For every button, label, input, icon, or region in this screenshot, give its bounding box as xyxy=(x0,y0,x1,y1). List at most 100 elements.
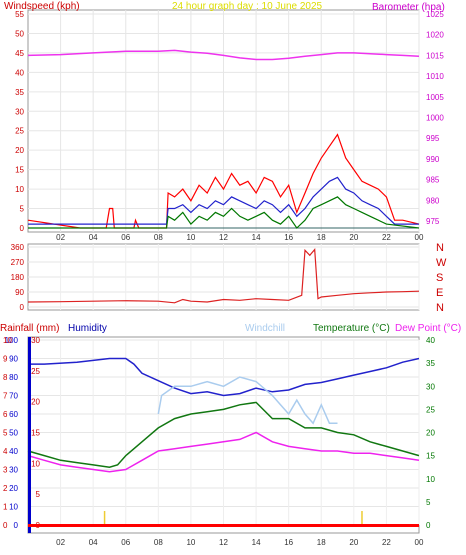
wind-tick-label: 10 xyxy=(15,185,24,194)
wind-x-tick-label: 16 xyxy=(284,233,293,242)
rain-tick-label: 4 xyxy=(3,447,8,456)
dewpoint-axis-title: Dew Point (°C) xyxy=(395,323,461,334)
humidity-tick-label: 40 xyxy=(9,447,18,456)
temp-x-tick-label: 10 xyxy=(186,538,195,547)
wind-x-tick-label: 14 xyxy=(252,233,261,242)
barometer-line xyxy=(27,49,420,61)
wind-tick-label: 50 xyxy=(15,29,24,38)
humidity-tick-label: 10 xyxy=(9,503,18,512)
wind-gust-line xyxy=(27,133,420,229)
temp-x-tick-label: 06 xyxy=(121,538,130,547)
wind-tick-label: 20 xyxy=(15,146,24,155)
rain-tick-label: 5 xyxy=(3,429,8,438)
series-layer xyxy=(27,49,420,525)
wind-x-tick-label: 12 xyxy=(219,233,228,242)
wind-tick-label: 55 xyxy=(15,10,24,19)
wind-tick-label: 5 xyxy=(20,205,25,214)
temp-tick-label: 20 xyxy=(426,429,435,438)
barometer-tick-label: 985 xyxy=(426,176,440,185)
rain-tick-label: 9 xyxy=(3,355,8,364)
temp-tick-label: 0 xyxy=(426,521,431,530)
wind-low-line xyxy=(28,196,420,229)
wind-x-tick-label: 20 xyxy=(349,233,358,242)
wind-tick-label: 15 xyxy=(15,166,24,175)
wind-x-tick-label: 04 xyxy=(89,233,98,242)
temp-tick-label: 25 xyxy=(426,405,435,414)
barometer-tick-label: 1010 xyxy=(426,72,444,81)
wind-x-tick-label: 10 xyxy=(186,233,195,242)
temp-x-tick-label: 14 xyxy=(252,538,261,547)
direction-tick-label: 270 xyxy=(11,258,25,267)
graph-title: 24 hour graph day : 10 June 2025 xyxy=(172,1,323,12)
rain-tick-label: 8 xyxy=(3,373,8,382)
temp-x-tick-label: 00 xyxy=(415,538,424,547)
humidity-tick-label: 0 xyxy=(14,521,19,530)
wind-tick-label: 0 xyxy=(20,224,25,233)
barometer-tick-label: 975 xyxy=(426,217,440,226)
temperature-axis-title: Temperature (°C) xyxy=(313,323,390,334)
direction-tick-label: 180 xyxy=(11,273,25,282)
direction-tick-label: 360 xyxy=(11,243,25,252)
temp-tick-label: 40 xyxy=(426,336,435,345)
humidity-axis-title: Humidity xyxy=(68,323,107,334)
barometer-tick-label: 1015 xyxy=(426,51,444,60)
left-temp-tick-label: 30 xyxy=(31,336,40,345)
temp-tick-label: 10 xyxy=(426,475,435,484)
humidity-tick-label: 20 xyxy=(9,484,18,493)
wind-x-tick-label: 18 xyxy=(317,233,326,242)
left-temp-tick-label: 5 xyxy=(36,490,41,499)
direction-tick-label: 90 xyxy=(15,288,24,297)
left-temp-tick-label: 10 xyxy=(31,459,40,468)
wind-tick-label: 35 xyxy=(15,88,24,97)
humidity-tick-label: 50 xyxy=(9,429,18,438)
direction-tick-label: 0 xyxy=(20,303,25,312)
rain-tick-label: 10 xyxy=(3,336,12,345)
wind-x-tick-label: 02 xyxy=(56,233,65,242)
temp-x-tick-label: 16 xyxy=(284,538,293,547)
wind-direction-line xyxy=(27,247,420,304)
rainfall-axis-bar xyxy=(28,337,31,533)
rain-tick-label: 1 xyxy=(3,503,8,512)
left-temp-tick-label: 25 xyxy=(31,367,40,376)
rainfall-baseline xyxy=(28,524,419,527)
barometer-tick-label: 990 xyxy=(426,155,440,164)
temp-x-tick-label: 22 xyxy=(382,538,391,547)
wind-tick-label: 30 xyxy=(15,107,24,116)
compass-label: N xyxy=(436,302,444,314)
windchill-legend: Windchill xyxy=(245,323,285,334)
humidity-tick-label: 90 xyxy=(9,355,18,364)
humidity-tick-label: 60 xyxy=(9,410,18,419)
temp-x-tick-label: 12 xyxy=(219,538,228,547)
humidity-line xyxy=(28,357,420,397)
humidity-tick-label: 70 xyxy=(9,392,18,401)
rain-tick-label: 6 xyxy=(3,410,8,419)
compass-label: E xyxy=(436,287,443,299)
temp-tick-label: 15 xyxy=(426,452,435,461)
temp-tick-label: 30 xyxy=(426,382,435,391)
temp-x-tick-label: 02 xyxy=(56,538,65,547)
rain-tick-label: 2 xyxy=(3,484,8,493)
dewpoint-line xyxy=(27,431,420,473)
left-temp-tick-label: 20 xyxy=(31,398,40,407)
temp-tick-label: 5 xyxy=(426,498,431,507)
rain-tick-label: 3 xyxy=(3,466,8,475)
wind-x-tick-label: 00 xyxy=(415,233,424,242)
compass-label: N xyxy=(436,242,444,254)
grid-layer xyxy=(28,10,420,526)
temp-x-tick-label: 20 xyxy=(349,538,358,547)
compass-label: W xyxy=(436,257,447,269)
barometer-tick-label: 1000 xyxy=(426,114,444,123)
temperature-line xyxy=(27,401,420,468)
compass-label: S xyxy=(436,272,443,284)
barometer-tick-label: 1005 xyxy=(426,93,444,102)
humidity-tick-label: 100 xyxy=(5,336,19,345)
barometer-tick-label: 980 xyxy=(426,196,440,205)
temp-x-tick-label: 04 xyxy=(89,538,98,547)
windchill-line xyxy=(157,376,338,425)
axis-labels-layer: 0510152025303540455055975980985990995100… xyxy=(3,10,447,547)
rain-tick-label: 7 xyxy=(3,392,8,401)
barometer-tick-label: 1025 xyxy=(426,10,444,19)
humidity-tick-label: 80 xyxy=(9,373,18,382)
